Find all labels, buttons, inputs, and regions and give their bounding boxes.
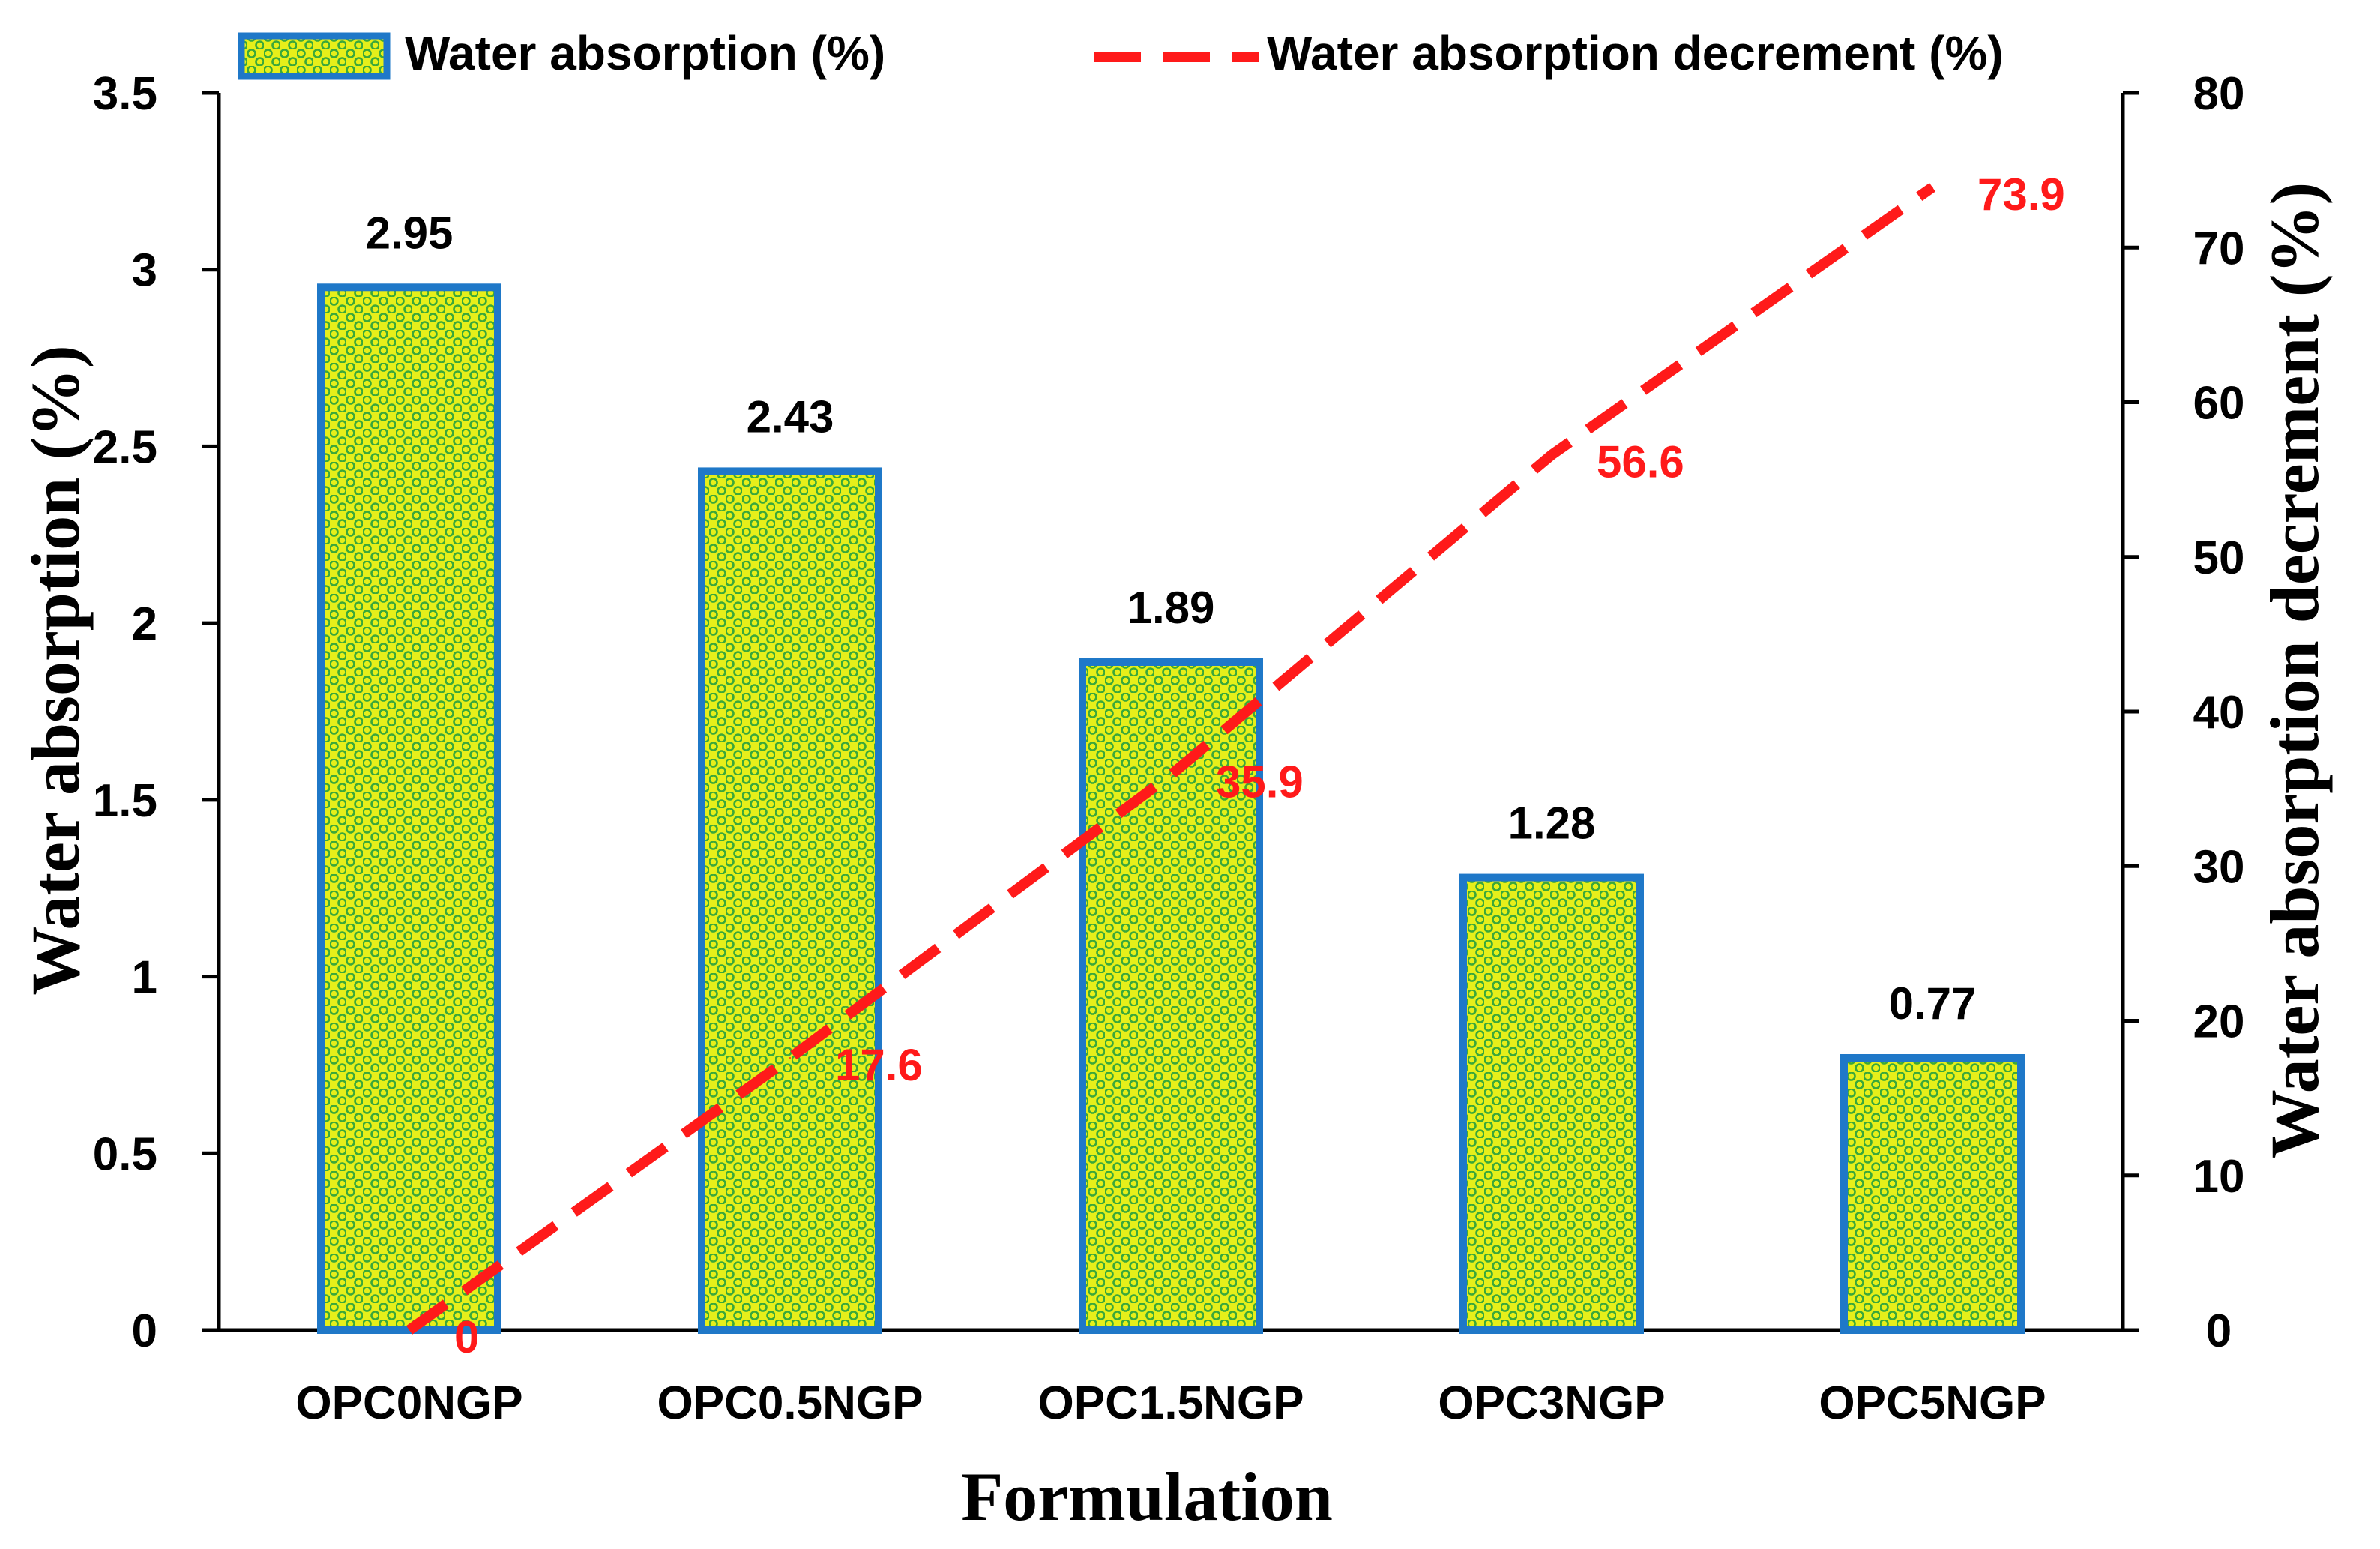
y-axis-right-title: Water absorption decrement (%) <box>2256 182 2333 1158</box>
y-right-tick-label: 50 <box>2193 532 2245 584</box>
y-left-tick-label: 1.5 <box>93 775 157 827</box>
legend-bar-swatch <box>238 32 391 80</box>
x-axis-title: Formulation <box>961 1458 1333 1535</box>
y-right-tick-label: 30 <box>2193 841 2245 893</box>
bar <box>1459 873 1644 1334</box>
bar <box>1079 658 1263 1334</box>
line-point <box>1170 774 1172 776</box>
x-category-label: OPC3NGP <box>1438 1377 1665 1429</box>
line-data-label: 17.6 <box>835 1040 923 1090</box>
x-category-label: OPC5NGP <box>1819 1377 2046 1429</box>
y-right-tick-label: 0 <box>2206 1305 2232 1357</box>
line-data-label: 35.9 <box>1216 757 1304 807</box>
line-point <box>789 1057 791 1059</box>
line-point <box>1932 186 1933 188</box>
y-left-tick-label: 3 <box>132 245 157 297</box>
bar-data-label: 2.43 <box>747 391 834 442</box>
bar-data-label: 1.28 <box>1508 798 1596 849</box>
line-data-label: 73.9 <box>1977 169 2065 220</box>
line-series-decrement <box>406 183 1936 1335</box>
bar <box>1840 1054 2025 1334</box>
y-right-tick-label: 20 <box>2193 996 2245 1048</box>
x-category-label: OPC0NGP <box>295 1377 522 1429</box>
y-right-tick-label: 70 <box>2193 223 2245 274</box>
y-left-tick-label: 1 <box>132 952 157 1004</box>
bar-data-label: 2.95 <box>366 208 454 258</box>
line-point <box>409 1329 410 1331</box>
y-left-tick-label: 2 <box>132 598 157 650</box>
x-category-label: OPC1.5NGP <box>1038 1377 1304 1429</box>
y-axis-left-title: Water absorption (%) <box>17 345 94 995</box>
bar <box>698 467 882 1334</box>
y-left-tick-label: 0 <box>132 1305 157 1357</box>
legend-bar-label: Water absorption (%) <box>405 26 885 80</box>
line-data-label: 56.6 <box>1597 437 1684 487</box>
y-right-tick-label: 80 <box>2193 68 2245 120</box>
y-right-tick-label: 40 <box>2193 687 2245 739</box>
x-category-label: OPC0.5NGP <box>657 1377 924 1429</box>
line-point <box>1551 454 1552 456</box>
legend: Water absorption (%) Water absorption de… <box>238 26 2004 80</box>
bar-data-label: 1.89 <box>1127 583 1215 633</box>
y-left-tick-label: 2.5 <box>93 421 157 473</box>
bar <box>317 283 501 1334</box>
line-data-label: 0 <box>454 1312 479 1362</box>
y-right-tick-label: 10 <box>2193 1151 2245 1203</box>
y-left-tick-label: 3.5 <box>93 68 157 120</box>
bar-data-label: 0.77 <box>1889 978 1977 1029</box>
y-left-tick-label: 0.5 <box>93 1128 157 1180</box>
legend-line-label: Water absorption decrement (%) <box>1267 26 2004 80</box>
y-right-tick-label: 60 <box>2193 378 2245 430</box>
